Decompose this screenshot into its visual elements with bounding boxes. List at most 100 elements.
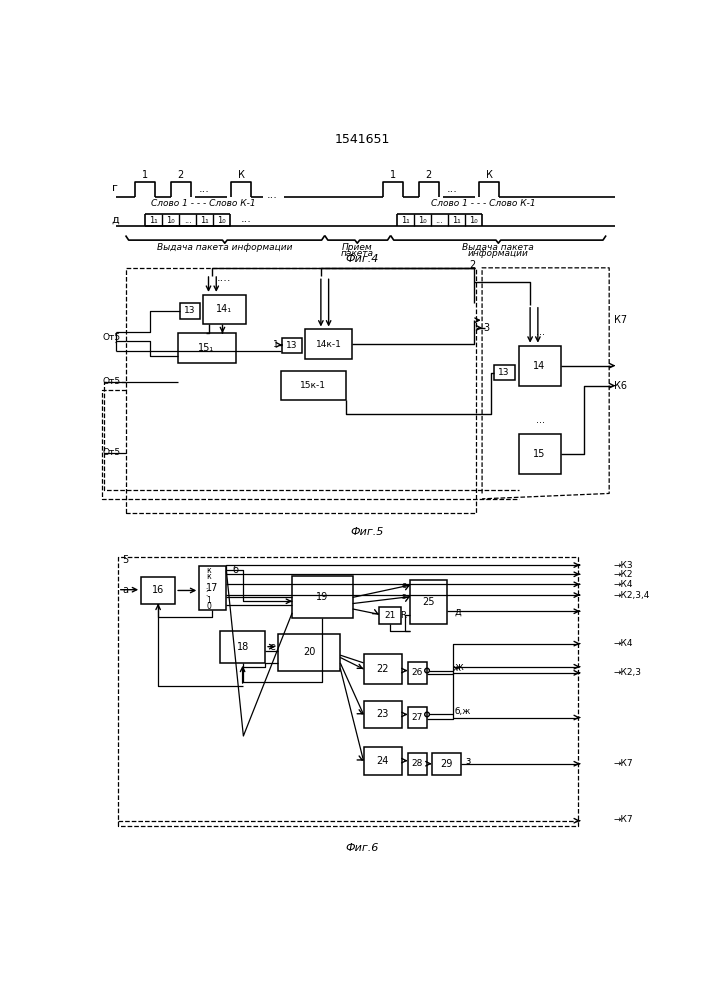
- Bar: [281, 371, 346, 400]
- Text: 1: 1: [142, 170, 148, 180]
- Bar: [493, 365, 515, 380]
- Text: Слово 1 - - - Слово К-1: Слово 1 - - - Слово К-1: [431, 199, 536, 208]
- Text: 1₁: 1₁: [149, 216, 158, 225]
- Text: ...: ...: [448, 184, 458, 194]
- Text: К6: К6: [614, 381, 627, 391]
- Text: .: .: [205, 587, 207, 593]
- Text: От5: От5: [103, 448, 120, 457]
- Text: 0: 0: [206, 602, 211, 611]
- Text: 1₀: 1₀: [418, 216, 427, 225]
- Text: 15: 15: [533, 449, 546, 459]
- Text: 1₀: 1₀: [217, 216, 226, 225]
- Text: д: д: [112, 215, 119, 225]
- Text: 5: 5: [122, 555, 129, 565]
- Text: 2: 2: [469, 260, 475, 270]
- Bar: [410, 580, 448, 624]
- Text: К: К: [238, 170, 245, 180]
- Text: ж: ж: [454, 662, 463, 672]
- Text: а: а: [122, 585, 129, 595]
- Text: R: R: [400, 611, 406, 620]
- Text: 28: 28: [411, 759, 423, 768]
- Text: 15₁: 15₁: [198, 343, 214, 353]
- Text: с: с: [402, 581, 406, 590]
- Text: →К2,3,4: →К2,3,4: [614, 591, 650, 600]
- Text: →К2,3: →К2,3: [614, 668, 642, 677]
- Bar: [279, 634, 340, 671]
- Text: →К7: →К7: [614, 759, 633, 768]
- Text: г: г: [112, 183, 117, 193]
- Text: Фиг.5: Фиг.5: [351, 527, 384, 537]
- Bar: [408, 707, 427, 728]
- Bar: [180, 303, 200, 319]
- Text: Фиг.6: Фиг.6: [345, 843, 379, 853]
- Text: 20: 20: [303, 647, 315, 657]
- Text: Слово 1 - - - Слово К-1: Слово 1 - - - Слово К-1: [151, 199, 255, 208]
- Text: 21: 21: [384, 611, 395, 620]
- Text: информации: информации: [468, 249, 529, 258]
- Bar: [305, 329, 352, 359]
- Bar: [363, 701, 402, 728]
- Text: Прием: Прием: [342, 243, 373, 252]
- Text: Фиг.4: Фиг.4: [345, 254, 379, 264]
- Text: 1₁: 1₁: [401, 216, 409, 225]
- Text: →К3: →К3: [614, 561, 633, 570]
- Text: 13: 13: [498, 368, 510, 377]
- Text: 17: 17: [206, 583, 218, 593]
- Bar: [220, 631, 265, 663]
- Text: ...: ...: [267, 190, 277, 200]
- Text: 1541651: 1541651: [334, 133, 390, 146]
- Text: ж: ж: [452, 664, 461, 673]
- Bar: [363, 654, 402, 684]
- Text: 1₁: 1₁: [452, 216, 461, 225]
- Text: 29: 29: [440, 759, 452, 769]
- Text: д: д: [454, 606, 461, 616]
- Text: 2: 2: [426, 170, 432, 180]
- Text: 23: 23: [377, 709, 389, 719]
- Bar: [199, 566, 226, 610]
- Text: пакета: пакета: [341, 249, 374, 258]
- Bar: [379, 607, 401, 624]
- Text: →К2: →К2: [614, 570, 633, 579]
- Bar: [203, 295, 246, 324]
- Text: К: К: [486, 170, 493, 180]
- Text: е: е: [269, 642, 275, 652]
- Text: s: s: [402, 592, 406, 601]
- Text: к: к: [206, 566, 211, 575]
- Text: з: з: [466, 756, 471, 766]
- Text: →К7: →К7: [614, 815, 633, 824]
- Text: →К4: →К4: [614, 639, 633, 648]
- Text: 14₁: 14₁: [216, 304, 232, 314]
- Text: 15к-1: 15к-1: [300, 381, 326, 390]
- Text: 22: 22: [377, 664, 389, 674]
- Text: к: к: [206, 572, 211, 581]
- Text: 1₁: 1₁: [200, 216, 209, 225]
- Bar: [282, 338, 303, 353]
- Text: 13: 13: [286, 341, 298, 350]
- Bar: [408, 662, 427, 684]
- Text: ...: ...: [199, 184, 210, 194]
- Text: 14: 14: [533, 361, 546, 371]
- Text: ...: ...: [436, 216, 443, 225]
- Text: 25: 25: [422, 597, 435, 607]
- Text: От5: От5: [103, 333, 120, 342]
- Bar: [141, 577, 175, 604]
- Text: ...: ...: [536, 327, 544, 337]
- Text: 1: 1: [274, 340, 279, 349]
- Text: 1₀: 1₀: [166, 216, 175, 225]
- Text: 1: 1: [206, 596, 211, 605]
- Text: Выдача пакета информации: Выдача пакета информации: [157, 243, 293, 252]
- Text: 1: 1: [390, 170, 396, 180]
- Bar: [518, 434, 561, 474]
- Bar: [408, 753, 427, 774]
- Text: →К4: →К4: [614, 580, 633, 589]
- Text: ...: ...: [240, 214, 251, 224]
- Bar: [518, 346, 561, 386]
- Text: б,ж: б,ж: [454, 707, 471, 716]
- Text: .: .: [205, 591, 207, 597]
- Text: 16: 16: [152, 585, 164, 595]
- Bar: [177, 333, 235, 363]
- Text: 26: 26: [411, 668, 423, 677]
- Text: б: б: [233, 565, 239, 575]
- Text: 3: 3: [484, 323, 490, 333]
- Text: 13: 13: [184, 306, 196, 315]
